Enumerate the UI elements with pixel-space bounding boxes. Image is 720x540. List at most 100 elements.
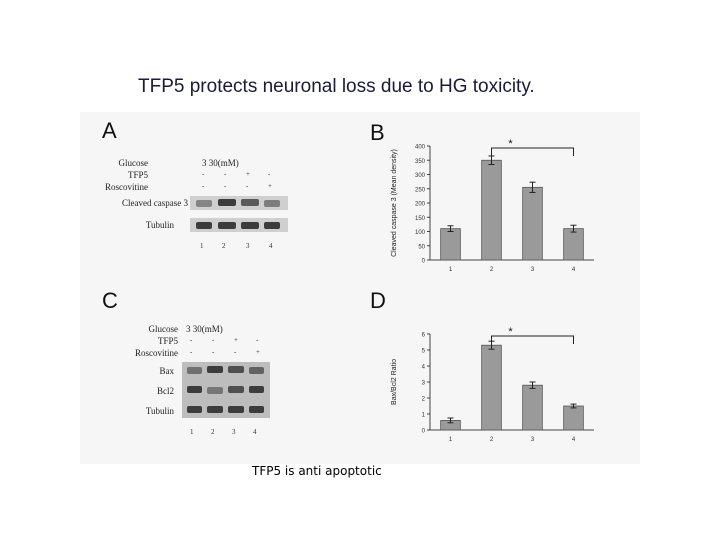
tubulin-blot-strip: [190, 218, 288, 232]
panel-c-row-label: Tubulin: [145, 406, 174, 416]
panel-a-glucose-label: Glucose: [118, 158, 149, 168]
significance-bracket: [491, 335, 574, 344]
blot-band: [228, 406, 244, 413]
blot-band: [264, 222, 280, 229]
panel-c-row-label: Bax: [159, 366, 175, 376]
panel-c-glucose-label: Glucose: [148, 324, 179, 334]
panel-c-row-label: Roscovitine: [135, 348, 178, 358]
blot-band: [207, 366, 223, 373]
y-tick-label: 100: [415, 230, 426, 236]
lane-number: 3: [246, 242, 250, 250]
bar: [481, 344, 502, 431]
treatment-mark: -: [256, 336, 259, 344]
y-tick-label: 0: [422, 429, 426, 435]
x-tick-label: 3: [531, 267, 535, 273]
y-tick-label: 50: [418, 244, 425, 250]
panel-b-chart: 0 50 100 150 200 250 300 350 400 Cleaved caspase …: [391, 138, 594, 273]
blot-band: [228, 386, 244, 393]
blot-band: [249, 367, 264, 374]
x-tick-label: 3: [531, 437, 535, 443]
y-tick-label: 6: [422, 333, 426, 339]
figure: A Glucose 3 30(mM) TFP5 Roscovitine Clea…: [80, 112, 640, 464]
significance-star: *: [508, 138, 513, 150]
treatment-mark: -: [224, 170, 227, 178]
y-tick-label: 0: [422, 259, 426, 265]
panel-b-letter: B: [370, 120, 385, 145]
y-tick-label: 300: [415, 173, 426, 179]
bar: [440, 228, 461, 261]
y-tick-label: 1: [422, 413, 426, 419]
panel-c-glucose-values: 3 30(mM): [186, 324, 223, 334]
x-tick-label: 2: [490, 437, 494, 443]
blot-band: [264, 200, 280, 207]
x-tick-label: 4: [572, 267, 576, 273]
treatment-mark: -: [212, 336, 215, 344]
bar: [522, 186, 543, 261]
caspase-blot-strip: [190, 196, 288, 210]
lane-number: 2: [211, 428, 215, 436]
y-tick-label: 150: [415, 216, 426, 222]
blot-band: [249, 406, 264, 413]
panel-c-letter: C: [102, 288, 118, 313]
bar: [481, 159, 502, 261]
slide-caption: TFP5 is anti apoptotic: [252, 464, 382, 478]
treatment-mark: +: [234, 336, 238, 344]
treatment-mark: -: [190, 336, 193, 344]
treatment-mark: -: [212, 348, 215, 356]
bar: [563, 228, 584, 261]
x-tick-label: 2: [490, 267, 494, 273]
treatment-mark: -: [234, 348, 237, 356]
panel-a-row-label: TFP5: [127, 170, 148, 180]
panel-c-row-label: Bcl2: [157, 386, 174, 396]
lane-number: 4: [253, 428, 257, 436]
lane-number: 4: [269, 242, 273, 250]
y-tick-label: 4: [422, 365, 426, 371]
treatment-mark: -: [224, 182, 227, 190]
treatment-mark: +: [256, 348, 260, 356]
blot-band: [187, 386, 202, 393]
y-axis-label: Cleaved caspase 3 (Mean density): [391, 149, 398, 257]
treatment-mark: -: [202, 170, 205, 178]
y-tick-label: 5: [422, 349, 426, 355]
treatment-mark: -: [268, 170, 271, 178]
blot-band: [241, 199, 259, 206]
panel-a-row-label: Tubulin: [145, 220, 174, 230]
blot-band: [207, 387, 223, 394]
treatment-mark: +: [268, 182, 272, 190]
treatment-mark: -: [202, 182, 205, 190]
y-tick-label: 2: [422, 397, 426, 403]
x-tick-label: 1: [449, 437, 453, 443]
treatment-mark: -: [246, 182, 249, 190]
x-tick-label: 1: [449, 267, 453, 273]
lane-number: 1: [200, 242, 204, 250]
blot-band: [218, 199, 236, 206]
significance-star: *: [508, 326, 513, 338]
y-tick-label: 400: [415, 145, 426, 151]
panel-c-row-label: TFP5: [157, 336, 178, 346]
panel-a-letter: A: [102, 118, 117, 143]
x-tick-label: 4: [572, 437, 576, 443]
bar: [563, 405, 584, 431]
blot-band: [218, 222, 236, 229]
panel-a-row-label: Roscovitine: [105, 182, 148, 192]
lane-number: 1: [190, 428, 194, 436]
slide-title: TFP5 protects neuronal loss due to HG to…: [138, 76, 535, 97]
y-axis-label: Bax/Bcl2 Ratio: [391, 359, 398, 405]
bar: [522, 384, 543, 431]
y-tick-label: 200: [415, 202, 426, 208]
y-tick-label: 250: [415, 187, 426, 193]
blot-band: [241, 222, 259, 229]
bax-bcl2-tubulin-blot: [182, 362, 270, 418]
y-tick-label: 3: [422, 381, 426, 387]
lane-number: 2: [222, 242, 226, 250]
blot-band: [187, 406, 202, 413]
blot-band: [207, 406, 223, 413]
panel-a-glucose-values: 3 30(mM): [202, 158, 239, 168]
treatment-mark: +: [246, 170, 250, 178]
blot-band: [228, 366, 244, 373]
panel-d-letter: D: [370, 288, 386, 313]
blot-band: [249, 386, 264, 393]
panel-d-chart: 0 1 2 3 4 5 6 Bax/Bcl2 Ratio 1 2 3 4 *: [391, 326, 594, 443]
blot-band: [196, 200, 212, 207]
y-tick-label: 350: [415, 159, 426, 165]
